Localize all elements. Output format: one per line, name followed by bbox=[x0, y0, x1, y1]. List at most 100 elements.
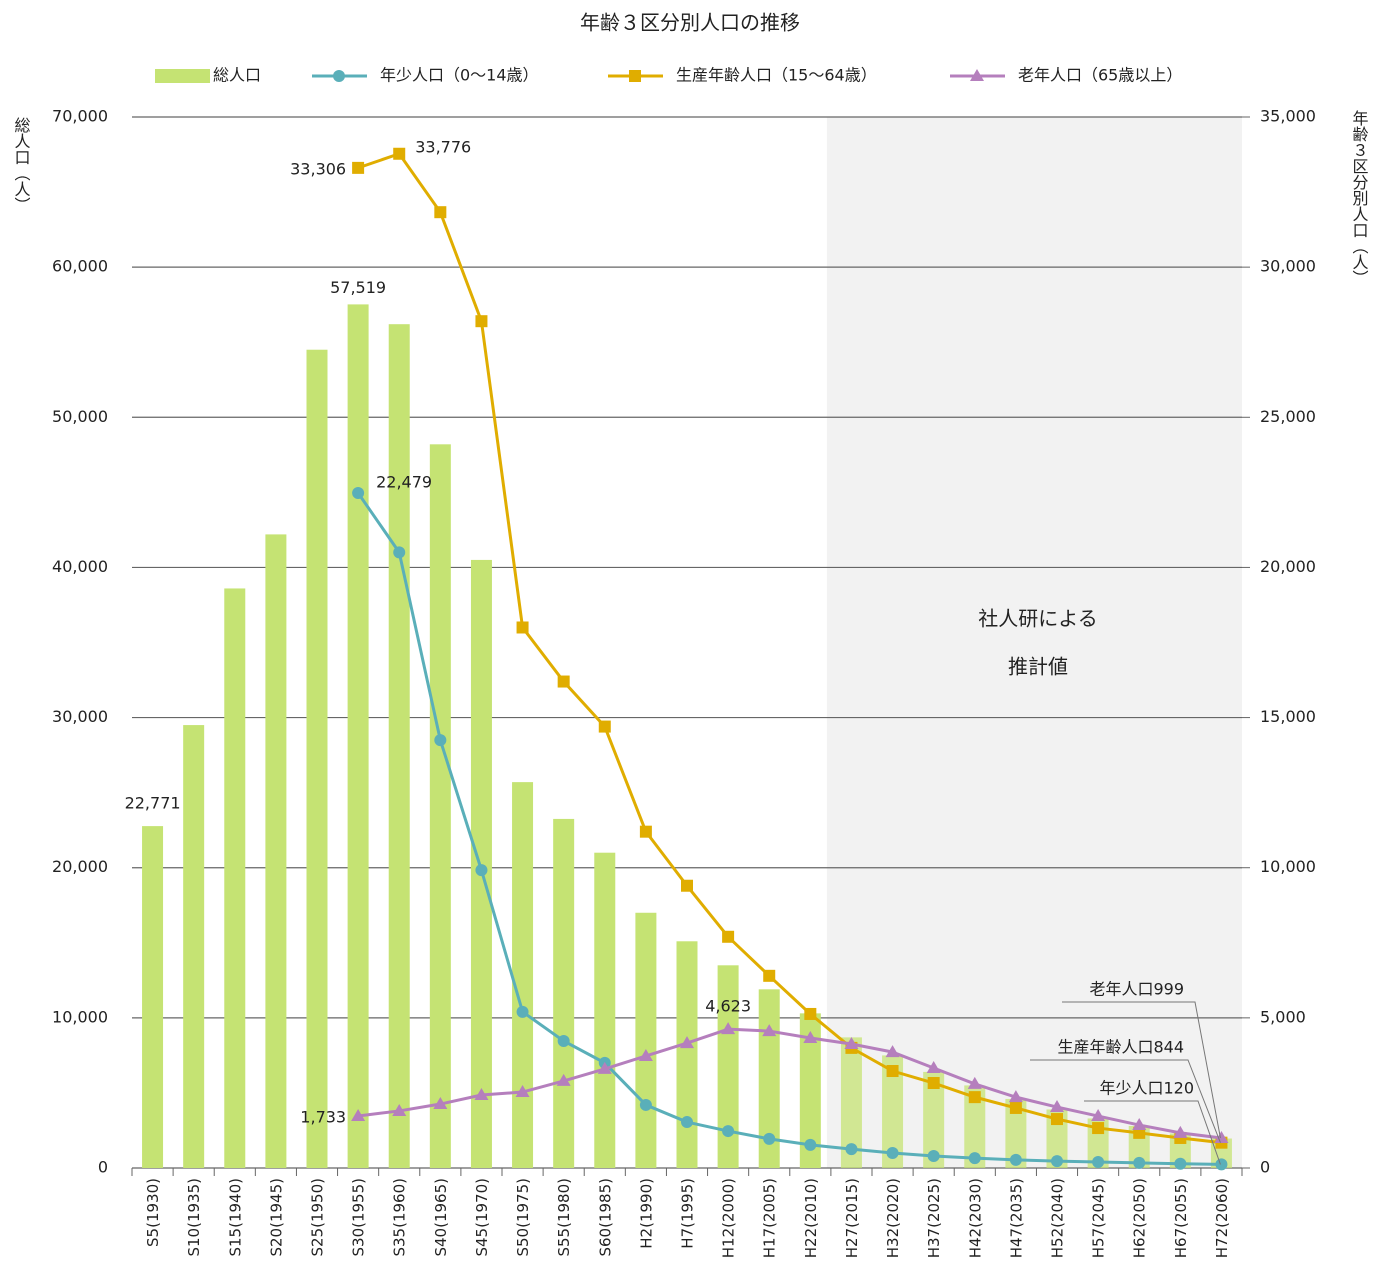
x-tick-label: S20(1945) bbox=[267, 1178, 285, 1257]
line-marker bbox=[639, 1098, 652, 1111]
line-marker bbox=[597, 1061, 612, 1074]
bar bbox=[840, 1037, 862, 1168]
x-tick-label: H12(2000) bbox=[720, 1178, 738, 1258]
x-tick-label: H42(2030) bbox=[966, 1178, 984, 1258]
line-marker bbox=[886, 1065, 899, 1078]
x-tick-label: S15(1940) bbox=[226, 1178, 244, 1257]
line-marker bbox=[1009, 1153, 1022, 1166]
line-marker bbox=[968, 1152, 981, 1165]
y2-tick-label: 20,000 bbox=[1260, 557, 1316, 576]
line-marker bbox=[393, 147, 406, 160]
y-tick-label: 20,000 bbox=[52, 857, 108, 876]
legend-swatch bbox=[155, 69, 210, 83]
line-marker bbox=[1214, 1131, 1229, 1144]
legend-label: 老年人口（65歳以上） bbox=[1018, 66, 1182, 85]
annotation: 社人研による bbox=[978, 607, 1097, 631]
x-tick-label: H22(2010) bbox=[802, 1178, 820, 1258]
line-marker bbox=[967, 1076, 982, 1089]
data-label: 4,623 bbox=[705, 997, 751, 1016]
legend-label: 総人口 bbox=[213, 66, 261, 85]
leader-line bbox=[1062, 1001, 1221, 1139]
line-marker bbox=[434, 206, 447, 219]
bar bbox=[1005, 1098, 1027, 1168]
line-marker bbox=[844, 1036, 859, 1049]
y-tick-label: 30,000 bbox=[52, 707, 108, 726]
line-marker bbox=[886, 1146, 899, 1159]
line-marker bbox=[804, 1138, 817, 1151]
x-tick-label: S35(1960) bbox=[391, 1178, 409, 1257]
chart-title: 年齢３区分別人口の推移 bbox=[580, 11, 800, 35]
leader-line bbox=[1084, 1100, 1221, 1165]
x-tick-label: S25(1950) bbox=[309, 1178, 327, 1257]
bar bbox=[553, 818, 575, 1168]
y2-tick-label: 15,000 bbox=[1260, 707, 1316, 726]
x-tick-label: S5(1930) bbox=[144, 1178, 162, 1247]
line-marker bbox=[927, 1077, 940, 1090]
line-marker bbox=[392, 1103, 407, 1116]
line-marker bbox=[885, 1045, 900, 1058]
bar bbox=[470, 559, 492, 1168]
bar bbox=[676, 941, 698, 1168]
bar bbox=[512, 782, 534, 1168]
data-label: 1,733 bbox=[300, 1107, 346, 1126]
bar bbox=[594, 852, 616, 1168]
bar bbox=[429, 444, 451, 1169]
y2-tick-label: 10,000 bbox=[1260, 857, 1316, 876]
forecast-region bbox=[826, 117, 1242, 1168]
leader-line bbox=[1030, 1059, 1221, 1143]
line-marker bbox=[639, 825, 652, 838]
line-marker bbox=[629, 70, 641, 82]
line-marker bbox=[681, 879, 693, 892]
line-marker bbox=[845, 1143, 858, 1156]
line-marker bbox=[352, 486, 365, 499]
line-marker bbox=[638, 1048, 653, 1061]
line-marker bbox=[721, 1022, 736, 1035]
line-marker bbox=[763, 969, 776, 982]
line-marker bbox=[1173, 1125, 1188, 1138]
line-marker bbox=[557, 1034, 570, 1047]
y-tick-label: 0 bbox=[98, 1158, 108, 1177]
x-tick-label: S45(1970) bbox=[473, 1178, 491, 1257]
line-marker bbox=[1092, 1155, 1105, 1168]
data-label: 33,776 bbox=[415, 137, 471, 156]
line-marker bbox=[433, 1097, 448, 1110]
y2-tick-label: 35,000 bbox=[1260, 107, 1316, 126]
line-marker bbox=[1009, 1101, 1022, 1114]
line-marker bbox=[763, 1132, 776, 1145]
line-marker bbox=[1133, 1156, 1146, 1169]
bar bbox=[224, 588, 246, 1168]
bar bbox=[882, 1055, 904, 1168]
bar bbox=[265, 534, 287, 1168]
line-marker bbox=[1091, 1109, 1106, 1122]
line-marker bbox=[926, 1061, 941, 1074]
y2-tick-label: 0 bbox=[1260, 1158, 1270, 1177]
bar bbox=[183, 725, 205, 1168]
x-tick-label: S55(1980) bbox=[555, 1178, 573, 1257]
line-marker bbox=[516, 621, 529, 634]
line-marker bbox=[1051, 1113, 1063, 1126]
x-tick-label: S60(1985) bbox=[596, 1178, 614, 1257]
line-marker bbox=[1051, 1155, 1063, 1168]
line-marker bbox=[333, 70, 345, 82]
line-marker bbox=[557, 675, 570, 688]
x-tick-label: S40(1965) bbox=[432, 1178, 450, 1257]
line-marker bbox=[475, 864, 488, 877]
line-marker bbox=[393, 546, 406, 559]
x-tick-label: H32(2020) bbox=[884, 1178, 902, 1258]
data-label: 22,479 bbox=[376, 472, 432, 491]
y-axis-title: 総人口（人） bbox=[12, 117, 31, 213]
bar bbox=[306, 349, 328, 1168]
x-tick-label: S30(1955) bbox=[350, 1178, 368, 1257]
x-tick-label: H47(2035) bbox=[1007, 1178, 1025, 1258]
x-tick-label: H37(2025) bbox=[925, 1178, 943, 1258]
line-marker bbox=[722, 930, 735, 943]
line-marker bbox=[681, 1116, 693, 1129]
line-marker bbox=[474, 1088, 489, 1101]
x-tick-label: H67(2055) bbox=[1172, 1178, 1190, 1258]
line-marker bbox=[351, 1108, 366, 1121]
line-marker bbox=[1008, 1090, 1023, 1103]
line-marker bbox=[352, 161, 365, 174]
x-tick-label: H57(2045) bbox=[1090, 1178, 1108, 1258]
x-tick-label: H17(2005) bbox=[761, 1178, 779, 1258]
